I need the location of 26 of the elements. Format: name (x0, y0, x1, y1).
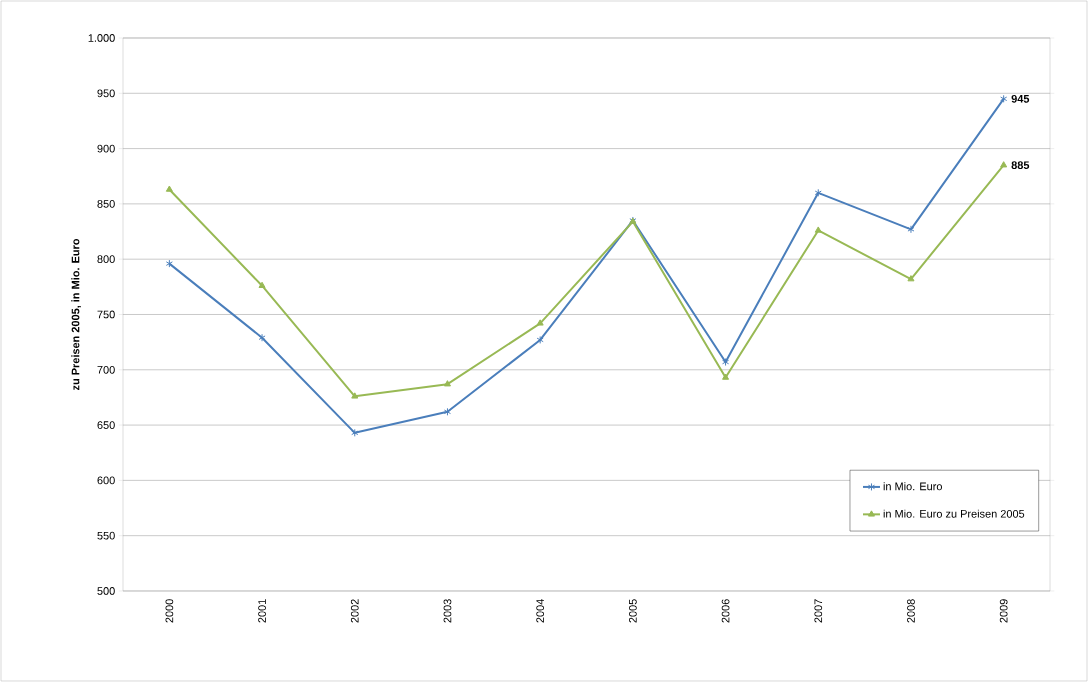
legend-label: in Mio. Euro zu Preisen 2005 (883, 509, 1025, 518)
x-tick-label: 2002 (350, 599, 359, 623)
y-tick-label: 800 (97, 255, 115, 264)
y-tick-label: 1.000 (88, 34, 115, 42)
y-tick-label: 500 (97, 587, 115, 595)
data-label: 885 (1011, 161, 1030, 170)
y-tick-label: 650 (97, 421, 115, 429)
x-tick-label: 2004 (536, 599, 545, 623)
y-tick-label: 850 (97, 200, 115, 208)
data-label: 945 (1011, 94, 1030, 103)
y-axis-title: zu Preisen 2005, in Mio. Euro (71, 238, 81, 391)
y-tick-label: 900 (97, 144, 115, 153)
x-tick-label: 2006 (721, 599, 730, 623)
y-tick-label: 700 (97, 365, 115, 374)
y-tick-label: 950 (97, 89, 115, 98)
legend-label: in Mio. Euro (883, 482, 942, 491)
y-tick-label: 600 (97, 476, 115, 485)
x-tick-label: 2005 (629, 599, 637, 623)
x-tick-label: 2003 (443, 599, 452, 623)
x-tick-label: 2000 (165, 599, 174, 623)
x-tick-label: 2007 (814, 599, 823, 623)
x-tick-label: 2001 (258, 599, 266, 623)
y-tick-label: 750 (97, 310, 115, 319)
x-tick-label: 2009 (999, 599, 1008, 623)
y-tick-label: 550 (97, 531, 115, 540)
x-tick-label: 2008 (907, 599, 915, 623)
